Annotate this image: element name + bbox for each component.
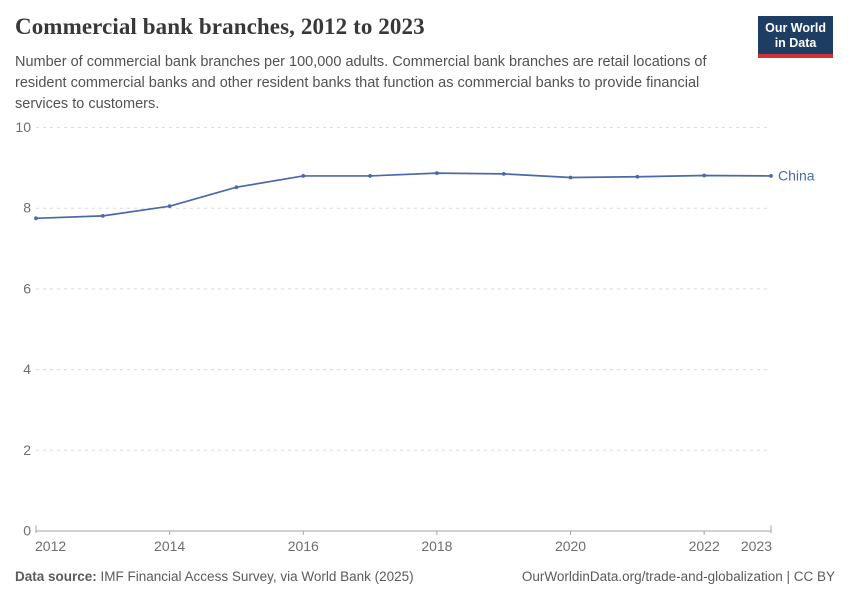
x-tick-label: 2014 <box>154 538 185 554</box>
y-tick-label: 8 <box>23 200 31 216</box>
data-point[interactable] <box>301 174 306 178</box>
y-tick-label: 4 <box>23 361 31 377</box>
data-point[interactable] <box>568 175 573 180</box>
x-tick-label: 2020 <box>555 538 586 554</box>
x-tick-label: 2016 <box>288 538 319 554</box>
data-source-text: IMF Financial Access Survey, via World B… <box>96 569 414 584</box>
y-tick-label: 6 <box>23 280 31 296</box>
data-point[interactable] <box>167 204 172 209</box>
data-point[interactable] <box>368 174 372 178</box>
x-tick-label: 2023 <box>741 538 772 554</box>
data-point[interactable] <box>435 171 439 175</box>
data-point[interactable] <box>501 172 506 176</box>
data-point[interactable] <box>702 173 707 178</box>
data-point[interactable] <box>635 174 640 179</box>
x-axis-labels: 2012 2014 2016 2018 2020 2022 2023 <box>35 538 772 554</box>
x-tick-label: 2022 <box>689 538 720 554</box>
data-source-label: Data source: <box>15 569 97 584</box>
x-tick-label: 2018 <box>421 538 452 554</box>
data-point[interactable] <box>34 216 38 221</box>
chart-footer: Data source: IMF Financial Access Survey… <box>15 569 835 584</box>
data-point[interactable] <box>100 213 105 218</box>
data-source: Data source: IMF Financial Access Survey… <box>15 569 414 584</box>
owid-logo-line1: Our World <box>765 21 826 35</box>
y-tick-label: 10 <box>15 119 31 135</box>
y-axis-labels: 0 2 4 6 8 10 <box>15 119 31 539</box>
data-point[interactable] <box>769 174 773 178</box>
chart-title: Commercial bank branches, 2012 to 2023 <box>15 14 425 39</box>
series-line[interactable] <box>35 172 772 220</box>
series-china[interactable]: China <box>34 168 815 221</box>
y-tick-label: 2 <box>23 442 31 458</box>
x-axis <box>35 525 772 535</box>
data-point[interactable] <box>234 185 239 190</box>
owid-logo[interactable]: Our World in Data <box>758 16 833 58</box>
x-tick-label: 2012 <box>35 538 66 554</box>
y-tick-label: 0 <box>23 523 31 539</box>
series-label[interactable]: China <box>778 168 815 184</box>
owid-logo-line2: in Data <box>774 35 817 50</box>
chart-subtitle: Number of commercial bank branches per 1… <box>15 54 707 113</box>
citation-link[interactable]: OurWorldinData.org/trade-and-globalizati… <box>521 569 835 584</box>
